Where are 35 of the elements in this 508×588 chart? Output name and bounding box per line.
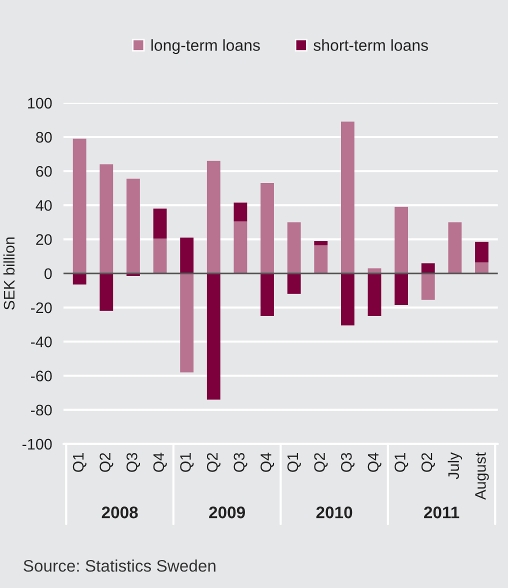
text: 2009 <box>209 506 245 518</box>
y-tick-label: 0 <box>44 268 52 280</box>
y-tick-label: -100 <box>22 438 52 450</box>
text: 2010 <box>316 506 352 518</box>
x-tick-label: Q3 <box>340 452 355 472</box>
x-tick-label: Q4 <box>368 452 382 472</box>
y-tick-label: -60 <box>30 370 52 382</box>
source-note: Source: Statistics Sweden <box>24 560 216 572</box>
x-tick-label: Q4 <box>153 452 167 472</box>
y-axis-title: SEK billion <box>3 237 15 310</box>
x-tick-label: Q1 <box>72 453 86 472</box>
x-tick-label: August <box>475 452 489 500</box>
y-tick-label: -40 <box>30 336 52 348</box>
x-tick-label: Q3 <box>126 452 140 472</box>
y-tick-label: 60 <box>36 166 52 177</box>
x-tick-label: Q1 <box>180 453 194 472</box>
x-tick-label: Q2 <box>421 453 435 472</box>
x-tick-label: Q1 <box>287 453 301 472</box>
y-tick-label: 100 <box>28 98 52 109</box>
x-tick-label: Q4 <box>260 452 274 472</box>
y-tick-label: 40 <box>36 200 52 211</box>
legend-label: long-term loans <box>151 39 260 54</box>
x-tick-label: Q2 <box>206 453 220 472</box>
y-tick-label: 20 <box>36 234 52 245</box>
y-tick-label: -80 <box>30 404 52 416</box>
text: 2008 <box>102 506 138 518</box>
legend-label: short-term loans <box>314 39 428 51</box>
x-tick-label: Q3 <box>234 452 248 472</box>
x-tick-label: July <box>448 452 462 480</box>
x-tick-label: Q2 <box>100 453 114 472</box>
y-tick-label: -20 <box>30 302 52 314</box>
x-tick-label: Q1 <box>394 453 408 472</box>
x-tick-label: Q2 <box>314 453 328 472</box>
text: 2011 <box>424 506 460 518</box>
y-tick-label: 80 <box>36 132 52 143</box>
